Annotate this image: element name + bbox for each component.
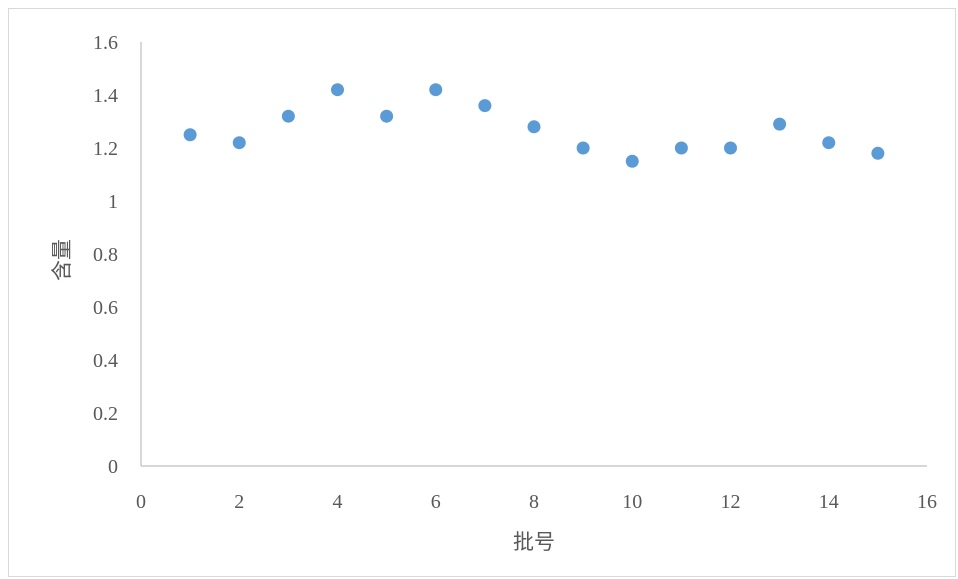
data-point <box>331 83 344 97</box>
x-tick-label: 8 <box>529 491 539 513</box>
x-tick-label: 6 <box>431 491 441 513</box>
data-point <box>380 109 394 123</box>
y-tick-label: 1.4 <box>93 85 118 107</box>
data-point <box>724 141 737 155</box>
x-tick-label: 0 <box>136 491 146 513</box>
y-axis-title: 含量 <box>50 239 74 281</box>
data-point <box>822 136 836 150</box>
y-tick-label: 1 <box>108 191 118 213</box>
x-tick-label: 2 <box>234 491 244 513</box>
y-axis-ticks: 0 0.2 0.4 0.6 0.8 1 1.2 1.4 1.6 <box>93 32 118 478</box>
data-point <box>183 128 197 142</box>
data-point <box>674 141 688 155</box>
data-point <box>871 146 885 160</box>
x-tick-label: 12 <box>721 491 741 513</box>
data-points <box>183 83 885 168</box>
y-tick-label: 0 <box>108 456 118 478</box>
x-axis-ticks: 0 2 4 6 8 10 12 14 16 <box>136 491 937 513</box>
y-tick-label: 1.6 <box>93 32 118 54</box>
x-tick-label: 14 <box>819 491 839 513</box>
x-tick-label: 16 <box>917 491 937 513</box>
data-point <box>625 154 639 168</box>
data-point <box>232 136 246 150</box>
data-point <box>429 83 443 97</box>
data-point <box>527 120 541 134</box>
y-tick-label: 0.6 <box>93 297 118 319</box>
data-point <box>773 117 787 131</box>
y-tick-label: 1.2 <box>93 138 118 160</box>
x-axis-title: 批号 <box>513 530 555 554</box>
data-point <box>281 109 295 123</box>
y-tick-label: 0.4 <box>93 350 118 372</box>
x-tick-label: 4 <box>333 491 343 513</box>
y-tick-label: 0.2 <box>93 403 118 425</box>
data-point <box>576 141 590 155</box>
x-tick-label: 10 <box>622 491 642 513</box>
data-point <box>478 99 492 113</box>
y-tick-label: 0.8 <box>93 244 118 266</box>
